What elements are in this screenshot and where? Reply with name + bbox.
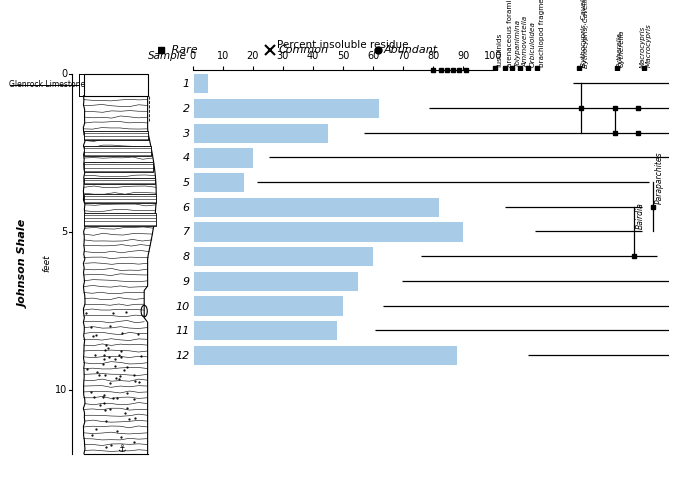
Bar <box>84 213 155 226</box>
Text: Macrocypris: Macrocypris <box>645 23 652 67</box>
Text: ⚓: ⚓ <box>117 444 125 454</box>
Text: Tolypanimina: Tolypanimina <box>514 19 520 67</box>
Bar <box>84 194 156 204</box>
Text: 5: 5 <box>61 227 67 237</box>
Bar <box>193 320 337 340</box>
Bar <box>193 197 440 217</box>
Text: Cytherella: Cytherella <box>617 32 623 69</box>
Bar <box>193 221 463 242</box>
Bar <box>193 172 244 192</box>
Text: Common: Common <box>279 45 328 55</box>
Text: brachiopod fragments: brachiopod fragments <box>539 0 545 67</box>
Text: Paraparchites: Paraparchites <box>655 152 664 204</box>
Bar <box>193 73 208 94</box>
Text: Johnson Shale: Johnson Shale <box>19 220 29 308</box>
Text: 0: 0 <box>61 69 67 79</box>
Text: Ammovertella: Ammovertella <box>522 16 528 67</box>
Text: Bythocypris, Cavellina, Cypridina: Bythocypris, Cavellina, Cypridina <box>583 0 589 69</box>
X-axis label: Percent insoluble residue: Percent insoluble residue <box>277 40 409 50</box>
Text: Bythocypris, Cavellina, Cypridina: Bythocypris, Cavellina, Cypridina <box>581 0 587 67</box>
Bar <box>193 98 379 118</box>
Bar <box>193 123 328 143</box>
Text: Glenrock Limestone: Glenrock Limestone <box>8 80 85 89</box>
Bar <box>193 271 358 291</box>
Text: fusulinids: fusulinids <box>497 33 503 67</box>
Text: Rare: Rare <box>168 45 197 55</box>
Text: feet: feet <box>42 255 51 272</box>
Bar <box>84 162 153 172</box>
Bar <box>193 345 457 365</box>
Text: Abundant: Abundant <box>384 45 438 55</box>
Bar <box>84 178 155 184</box>
Text: Macrocypris: Macrocypris <box>640 26 646 69</box>
Text: Bairdia: Bairdia <box>636 202 645 229</box>
Text: Orbiculoidea: Orbiculoidea <box>529 21 536 67</box>
Text: arenaceous foraminifers: arenaceous foraminifers <box>507 0 512 67</box>
Bar <box>193 295 343 316</box>
Text: Sample: Sample <box>148 51 186 61</box>
Bar <box>193 246 373 266</box>
Text: Cytherella: Cytherella <box>619 30 625 67</box>
Text: 10: 10 <box>55 385 67 395</box>
Bar <box>84 74 148 96</box>
Bar <box>84 130 148 140</box>
Bar <box>193 147 253 167</box>
Bar <box>84 146 150 156</box>
